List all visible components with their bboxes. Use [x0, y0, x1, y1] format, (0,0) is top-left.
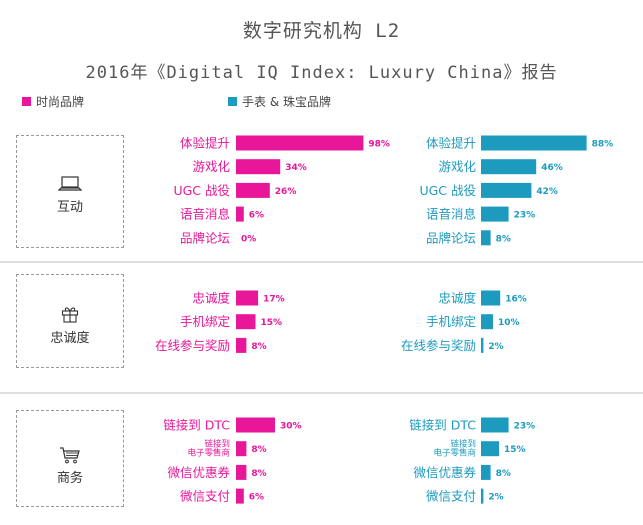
bar-watches — [481, 464, 491, 480]
row-label: 在线参与奖励 — [155, 338, 230, 353]
bar-watches — [481, 206, 509, 222]
legend-fashion-label: 时尚品牌 — [36, 95, 85, 109]
bar-fashion — [236, 206, 244, 222]
legend-fashion: 时尚品牌 — [22, 93, 84, 110]
bar-watches — [481, 337, 484, 353]
row-label: 品牌论坛 — [426, 230, 476, 245]
value-label: 2% — [488, 493, 503, 503]
section-interaction: 互动 — [16, 135, 124, 248]
row-label: 链接到 — [204, 439, 230, 450]
bar-fashion — [236, 417, 275, 433]
value-label: 10% — [498, 318, 520, 328]
row-label: 品牌论坛 — [180, 230, 230, 245]
row-label: 微信支付 — [180, 489, 230, 504]
bar-watches — [481, 290, 501, 306]
section-loyalty: 忠诚度 — [16, 274, 124, 368]
value-label: 26% — [275, 187, 297, 197]
legend-watches-swatch — [228, 97, 237, 106]
bar-fashion — [236, 441, 247, 457]
bar-watches — [481, 135, 587, 151]
row-label: 手机绑定 — [426, 314, 476, 329]
row-label: 体验提升 — [426, 136, 476, 151]
section-interaction-label: 互动 — [56, 200, 83, 215]
value-label: 8% — [251, 469, 266, 479]
value-label: 0% — [241, 234, 256, 244]
row-label: 链接到 DTC — [409, 418, 476, 433]
row-label: 在线参与奖励 — [401, 338, 476, 353]
row-label: 链接到 — [450, 439, 476, 450]
row-label: 忠诚度 — [438, 291, 476, 306]
value-label: 15% — [261, 318, 283, 328]
value-label: 23% — [514, 422, 536, 432]
value-label: 88% — [592, 140, 614, 150]
bar-watches — [481, 230, 491, 246]
value-label: 98% — [368, 140, 390, 150]
bar-fashion — [236, 314, 256, 330]
row-label: 微信支付 — [426, 489, 476, 504]
value-label: 8% — [251, 445, 266, 455]
shopping-cart-icon — [59, 446, 81, 468]
value-label: 6% — [249, 493, 264, 503]
row-label: 游戏化 — [438, 159, 476, 174]
value-label: 15% — [504, 445, 526, 455]
bar-watches — [481, 182, 532, 198]
value-label: 2% — [488, 342, 503, 352]
row-label: 微信优惠券 — [413, 465, 476, 480]
row-label: 电子零售商 — [433, 448, 476, 459]
legend-watches-label: 手表 & 珠宝品牌 — [242, 95, 331, 109]
gift-icon — [61, 305, 79, 327]
bar-watches — [481, 441, 499, 457]
row-label: 忠诚度 — [192, 291, 230, 306]
row-label: 微信优惠券 — [167, 465, 230, 480]
bar-watches — [481, 159, 537, 175]
row-label: 语音消息 — [426, 207, 476, 222]
value-label: 6% — [249, 211, 264, 221]
laptop-icon — [57, 176, 83, 196]
row-label: 游戏化 — [192, 159, 230, 174]
legend-watches: 手表 & 珠宝品牌 — [228, 93, 331, 110]
value-label: 30% — [280, 422, 302, 432]
bar-fashion — [236, 182, 270, 198]
row-label: 语音消息 — [180, 207, 230, 222]
value-label: 8% — [496, 234, 511, 244]
row-label: UGC 战役 — [173, 183, 230, 198]
value-label: 16% — [505, 295, 527, 305]
bar-fashion — [236, 488, 244, 504]
row-label: 手机绑定 — [180, 314, 230, 329]
value-label: 17% — [263, 295, 285, 305]
value-label: 8% — [496, 469, 511, 479]
value-label: 34% — [285, 163, 307, 173]
bar-watches — [481, 417, 509, 433]
bar-fashion — [236, 290, 259, 306]
section-loyalty-label: 忠诚度 — [50, 331, 90, 346]
section-commerce: 商务 — [16, 410, 124, 507]
bar-watches — [481, 488, 484, 504]
row-label: 电子零售商 — [187, 448, 230, 459]
value-label: 23% — [514, 211, 536, 221]
bar-fashion — [236, 159, 281, 175]
value-label: 8% — [251, 342, 266, 352]
bar-fashion — [236, 464, 247, 480]
value-label: 46% — [541, 163, 563, 173]
section-commerce-label: 商务 — [56, 471, 83, 486]
row-label: 体验提升 — [180, 136, 230, 151]
row-label: 链接到 DTC — [163, 418, 230, 433]
chart-subtitle: 2016年《Digital IQ Index: Luxury China》报告 — [85, 63, 558, 83]
chart-title: 数字研究机构 L2 — [242, 20, 401, 42]
row-label: UGC 战役 — [419, 183, 476, 198]
value-label: 42% — [536, 187, 558, 197]
legend-fashion-swatch — [22, 97, 31, 106]
bar-fashion — [236, 135, 364, 151]
bar-watches — [481, 314, 493, 330]
bar-fashion — [236, 337, 247, 353]
